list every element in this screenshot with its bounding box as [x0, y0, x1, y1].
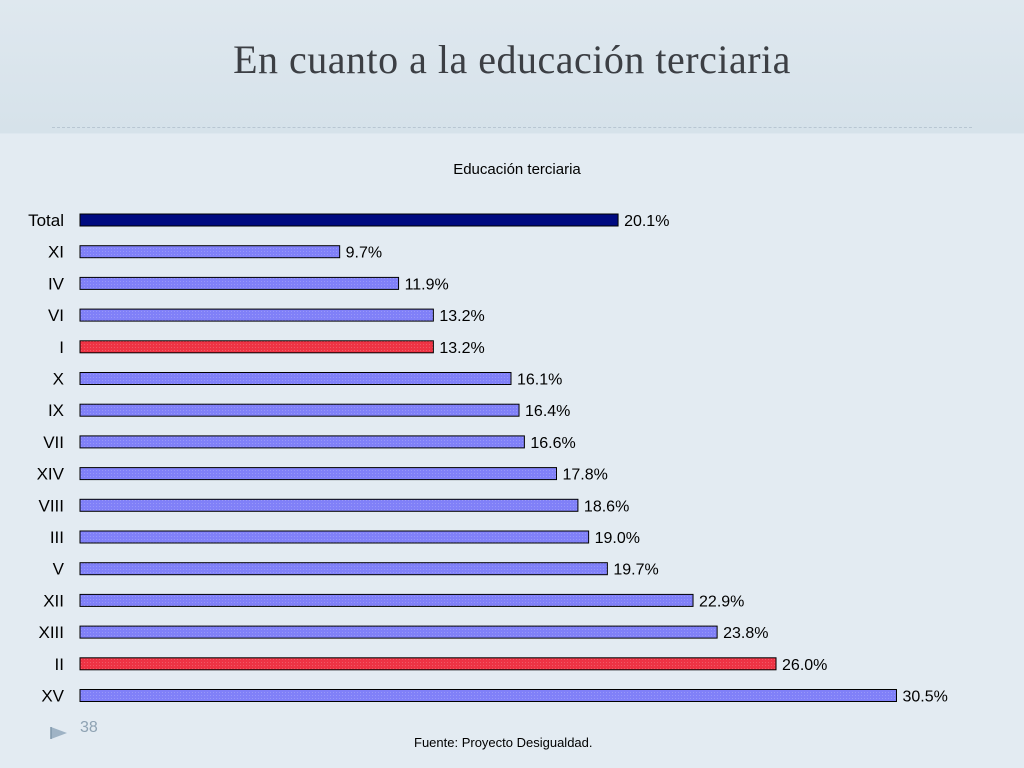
category-label: XII: [43, 591, 64, 610]
category-label: VII: [43, 433, 64, 452]
category-label: IX: [48, 401, 64, 420]
header-divider: [52, 127, 972, 128]
data-label: 13.2%: [439, 340, 484, 357]
bar-texture: [80, 373, 511, 384]
bar-texture: [80, 658, 776, 670]
data-label: 19.0%: [595, 530, 640, 547]
data-label: 18.6%: [584, 498, 629, 515]
bars-group: Total 20.1% XI 9.7% IV 11.9% VI 13.2% I 13.2% X 16.…: [28, 211, 948, 706]
data-label: 23.8%: [723, 625, 768, 642]
bar-texture: [80, 531, 589, 543]
category-label: I: [59, 338, 64, 357]
category-label: XI: [48, 243, 64, 262]
slide-number: 38: [80, 719, 98, 736]
bar-texture: [80, 341, 433, 353]
category-label: X: [53, 370, 64, 389]
data-label: 13.2%: [439, 308, 484, 325]
category-label: VI: [48, 306, 64, 325]
data-label: 30.5%: [902, 689, 947, 706]
data-label: 16.1%: [517, 372, 562, 389]
bar-texture: [80, 563, 607, 575]
bar-texture: [80, 626, 717, 638]
data-label: 11.9%: [405, 276, 449, 293]
data-label: 9.7%: [346, 245, 382, 262]
category-label: XV: [41, 687, 64, 706]
arrow-flag-icon: [50, 727, 67, 739]
bar-texture: [80, 309, 433, 321]
category-label: Total: [28, 211, 64, 230]
category-label: IV: [48, 274, 65, 293]
category-label: XIV: [37, 465, 65, 484]
data-label: 17.8%: [563, 467, 608, 484]
bar-texture: [80, 246, 340, 258]
slide-title: En cuanto a la educación terciaria: [233, 37, 791, 82]
bar-texture: [80, 277, 399, 289]
category-label: XIII: [38, 623, 64, 642]
category-label: II: [55, 655, 64, 674]
bar-texture: [80, 468, 557, 480]
bar-texture: [80, 499, 578, 511]
data-label: 16.4%: [525, 403, 570, 420]
slide-header: [0, 0, 1024, 133]
bar-chart: Educación terciaria Total 20.1%XI 9.7%IV 11…: [28, 161, 948, 706]
data-label: 16.6%: [530, 435, 575, 452]
data-label: 20.1%: [624, 213, 669, 230]
bar-texture: [80, 436, 524, 448]
category-label: III: [50, 528, 64, 547]
bar: [79, 213, 619, 227]
category-label: V: [53, 560, 65, 579]
bar-texture: [80, 690, 896, 701]
data-label: 19.7%: [613, 562, 658, 579]
data-label: 26.0%: [782, 657, 827, 674]
chart-title: Educación terciaria: [453, 161, 581, 178]
bar-texture: [80, 594, 693, 606]
bar-texture: [80, 404, 519, 416]
category-label: VIII: [38, 496, 64, 515]
chart-source: Fuente: Proyecto Desigualdad.: [414, 735, 593, 750]
data-label: 22.9%: [699, 593, 744, 610]
